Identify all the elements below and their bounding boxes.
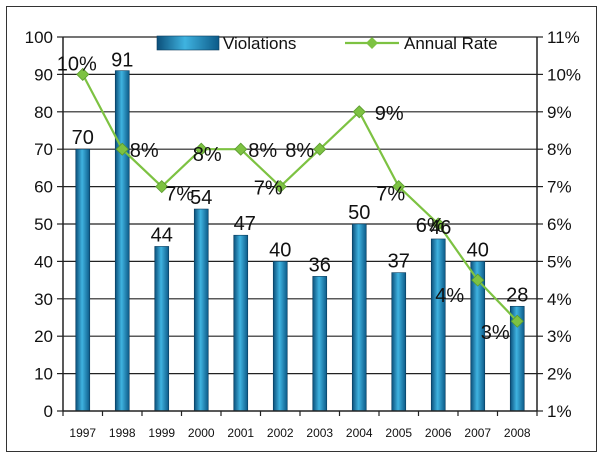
annual-rate-point [234, 142, 248, 156]
bar-violations [154, 246, 170, 412]
x-tick-label: 2000 [188, 426, 215, 440]
bar-data-label: 47 [234, 213, 256, 235]
right-tick-label: 1% [547, 402, 572, 421]
x-tick-label: 2006 [425, 426, 452, 440]
right-tick-label: 2% [547, 365, 572, 384]
left-tick-label: 40 [34, 252, 53, 271]
right-tick-label: 5% [547, 252, 572, 271]
legend-bar-label: Violations [223, 34, 296, 53]
bar-violations [75, 148, 91, 412]
bar-data-label: 40 [269, 239, 291, 261]
legend-line-marker [366, 37, 378, 49]
line-data-label: 8% [193, 144, 222, 166]
annual-rate-point [431, 217, 445, 231]
legend-line-label: Annual Rate [404, 34, 498, 53]
annual-rate-point [273, 180, 287, 194]
left-tick-label: 20 [34, 327, 53, 346]
left-tick-label: 100 [25, 28, 53, 47]
annual-rate-point [115, 142, 129, 156]
bar-data-label: 28 [506, 284, 528, 306]
annual-rate-point [194, 142, 208, 156]
line-data-label: 3% [481, 322, 510, 344]
x-tick-label: 1999 [148, 426, 175, 440]
annual-rate-point [76, 67, 90, 81]
left-tick-label: 30 [34, 290, 53, 309]
chart: 01020304050607080901001%2%3%4%5%6%7%8%9%… [25, 28, 581, 440]
line-data-label: 8% [285, 140, 314, 162]
line-data-label: 4% [435, 285, 464, 307]
bar-data-label: 54 [190, 187, 212, 209]
right-tick-label: 8% [547, 140, 572, 159]
right-tick-label: 10% [547, 65, 581, 84]
bar-data-label: 40 [467, 239, 489, 261]
x-tick-label: 2007 [464, 426, 491, 440]
chart-frame: 0 10 20 30 40 50 60 70 80 90 100 1% 2% 3% 4% 5% 6% 7% 8% 9%… [6, 6, 597, 452]
bar-violations [391, 272, 407, 412]
x-tick-label: 2004 [346, 426, 373, 440]
bar-violations [430, 238, 446, 412]
x-tick-label: 2008 [504, 426, 531, 440]
x-tick-label: 2005 [385, 426, 412, 440]
left-tick-label: 70 [34, 140, 53, 159]
annual-rate-point [471, 273, 485, 287]
annual-rate-point [155, 180, 169, 194]
right-tick-label: 6% [547, 215, 572, 234]
line-data-label: 8% [248, 140, 277, 162]
left-tick-label: 60 [34, 178, 53, 197]
line-data-label: 8% [130, 140, 159, 162]
bar-data-label: 44 [151, 224, 173, 246]
bar-data-label: 91 [111, 50, 133, 72]
left-tick-label: 10 [34, 365, 53, 384]
x-tick-label: 1998 [109, 426, 136, 440]
annual-rate-point [392, 180, 406, 194]
left-tick-label: 80 [34, 103, 53, 122]
bar-violations [193, 208, 209, 412]
right-tick-label: 11% [547, 28, 580, 47]
bar-violations [351, 223, 367, 412]
bar-violations [233, 234, 249, 412]
line-data-label: 9% [375, 103, 404, 125]
right-tick-label: 7% [547, 178, 572, 197]
right-tick-label: 9% [547, 103, 572, 122]
left-tick-label: 0 [44, 402, 53, 421]
bar-data-label: 70 [72, 127, 94, 149]
left-tick-label: 90 [34, 65, 53, 84]
right-tick-label: 4% [547, 290, 572, 309]
bar-data-label: 50 [348, 202, 370, 224]
right-tick-label: 3% [547, 327, 572, 346]
annual-rate-point [313, 142, 327, 156]
line-data-label: 7% [165, 184, 194, 206]
bar-violations [312, 276, 328, 412]
left-tick-label: 50 [34, 215, 53, 234]
x-tick-label: 2003 [306, 426, 333, 440]
line-data-label: 7% [254, 178, 283, 200]
legend-bar-swatch [156, 35, 220, 51]
bar-data-label: 37 [388, 251, 410, 273]
line-data-label: 10% [57, 53, 97, 75]
x-tick-label: 1997 [69, 426, 96, 440]
bar-violations [114, 70, 130, 412]
bar-data-label: 36 [309, 254, 331, 276]
x-tick-label: 2002 [267, 426, 294, 440]
annual-rate-line [81, 73, 519, 323]
bar-violations [272, 261, 288, 412]
line-data-label: 7% [376, 184, 405, 206]
bar-data-label: 46 [429, 217, 451, 239]
annual-rate-point [510, 314, 524, 328]
x-tick-label: 2001 [227, 426, 254, 440]
line-data-label: 6% [416, 215, 445, 237]
annual-rate-point [352, 105, 366, 119]
